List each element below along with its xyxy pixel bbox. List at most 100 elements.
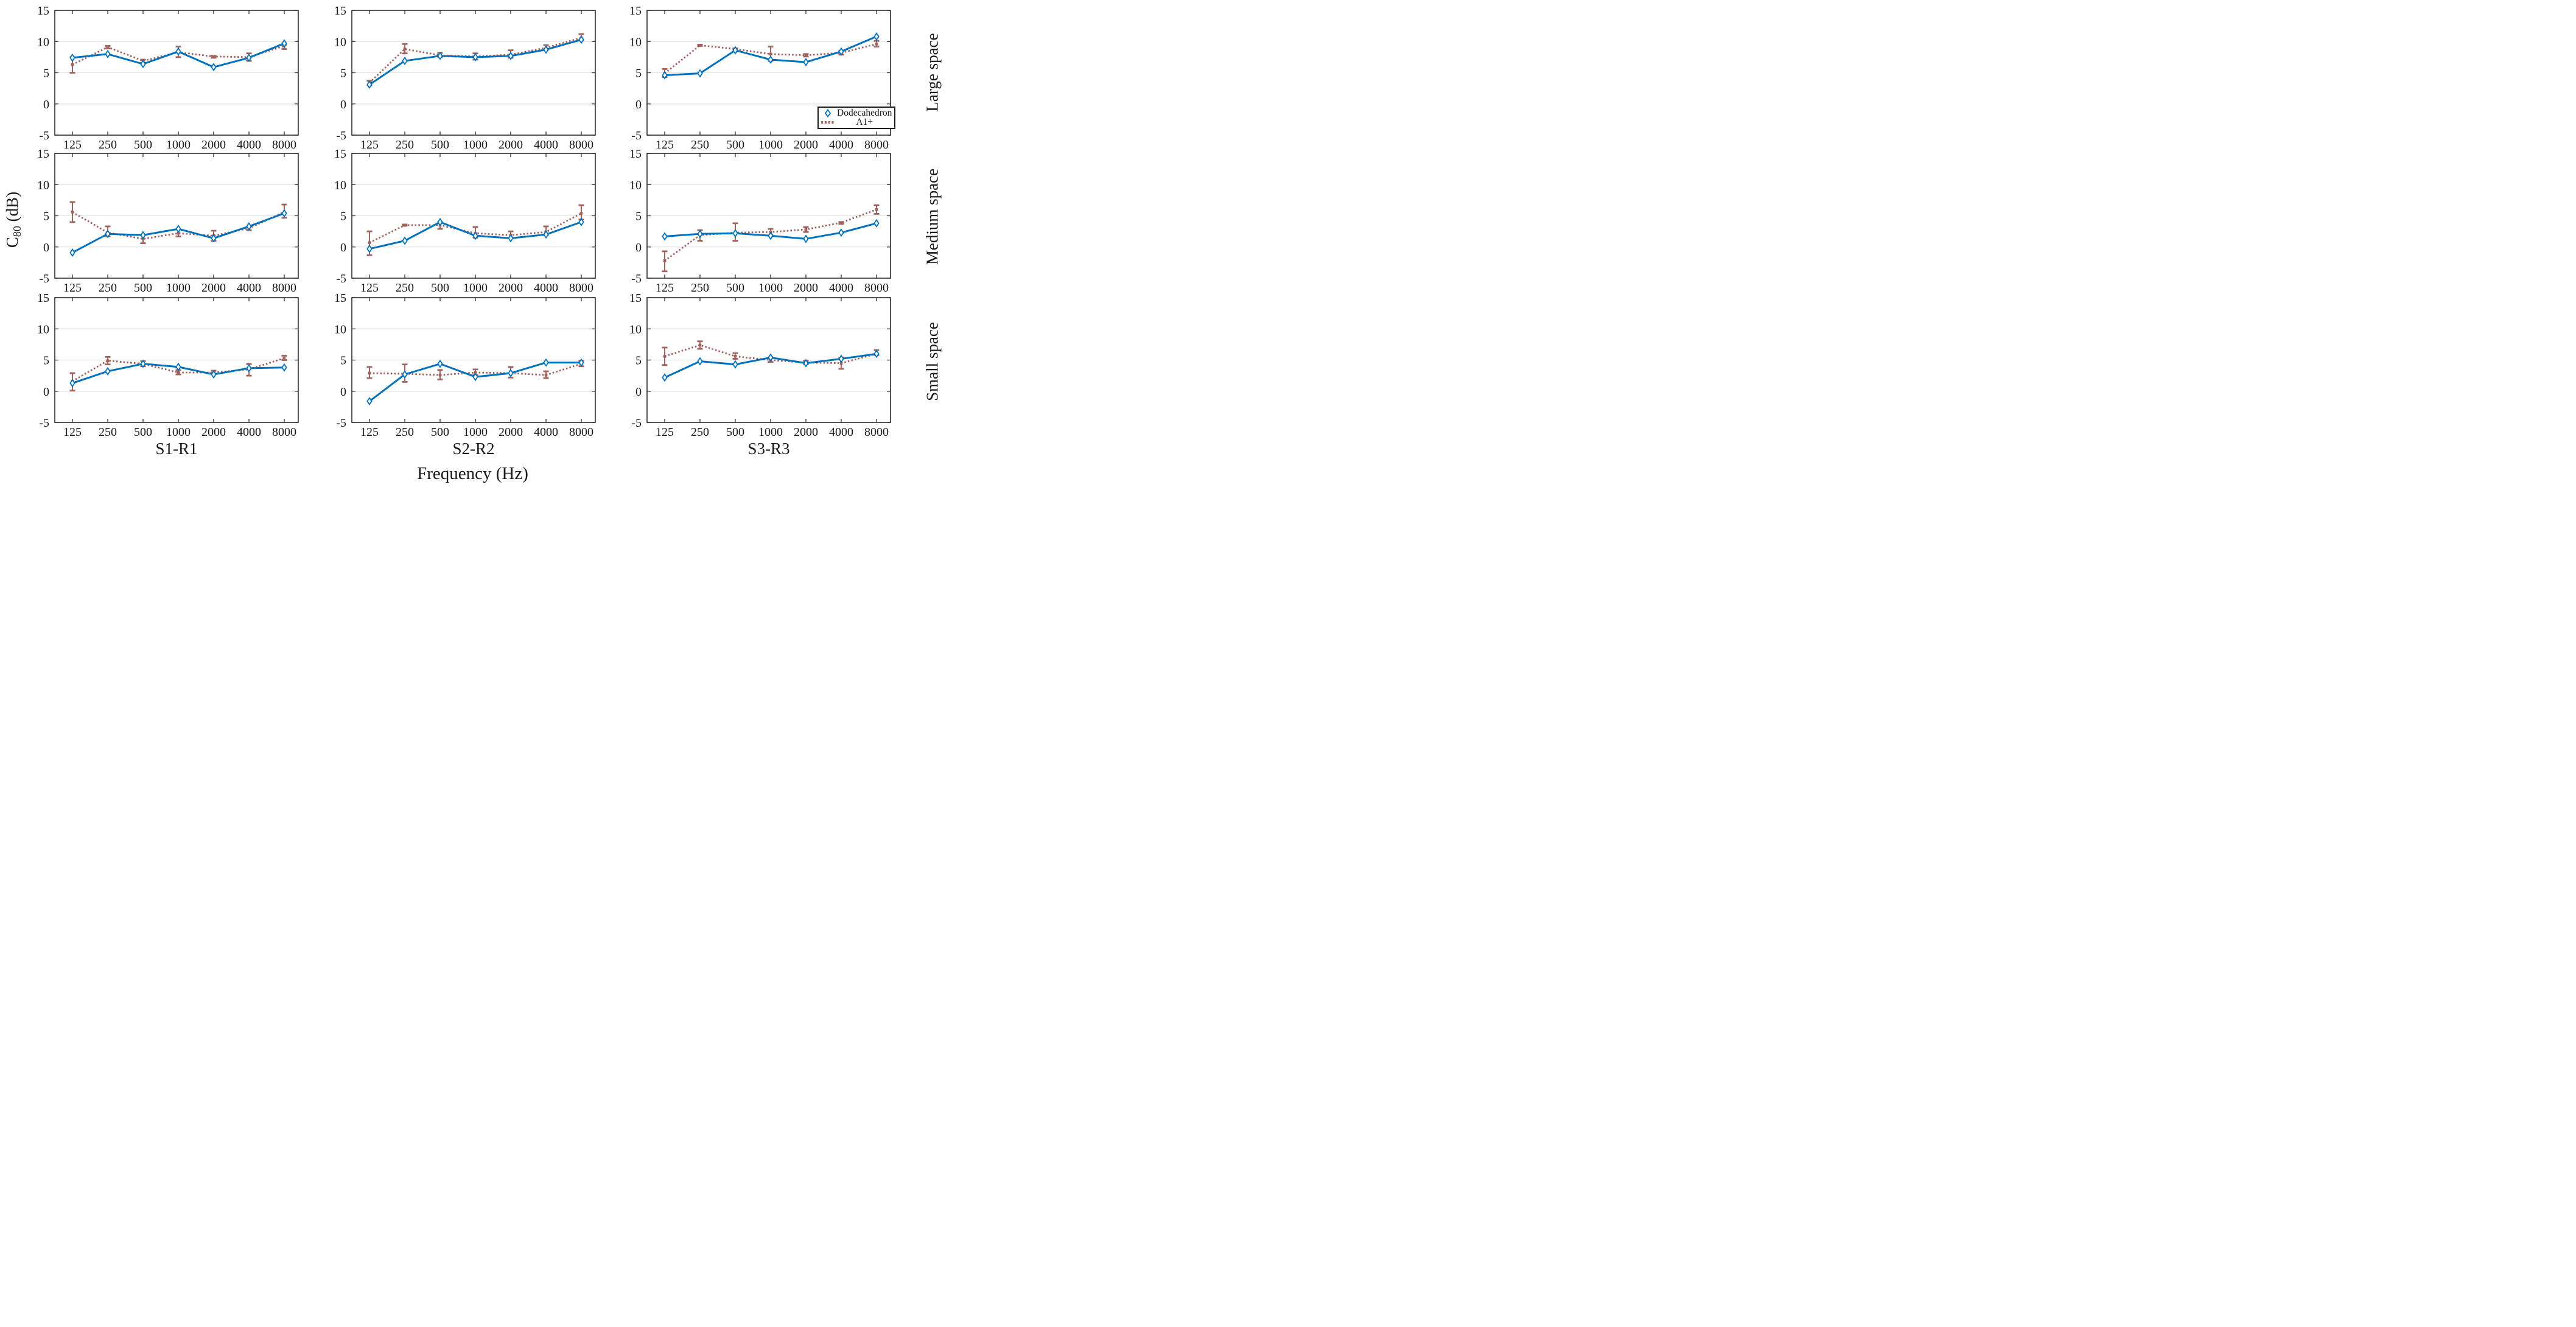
svg-text:-5: -5 [39, 272, 49, 285]
svg-text:15: 15 [334, 292, 346, 305]
svg-text:5: 5 [340, 210, 346, 223]
svg-text:125: 125 [656, 425, 674, 439]
svg-text:10: 10 [629, 178, 642, 192]
svg-text:15: 15 [37, 292, 49, 305]
svg-text:250: 250 [691, 281, 709, 295]
svg-text:-5: -5 [336, 272, 346, 285]
legend-label-a1plus: A1+ [856, 116, 873, 127]
row-label-small-space: Small space [923, 322, 942, 401]
svg-text:10: 10 [334, 323, 346, 336]
svg-text:-5: -5 [39, 416, 49, 430]
y-axis-label-unit: (dB) [3, 191, 21, 226]
subplot-medium-space-s1-r1: 125 250 500 1000 2000 4000 8000 15 10 5 0 -5 [37, 147, 299, 295]
subplot-small-space-s2-r2: 125 250 500 1000 2000 4000 8000 15 10 5 0 -5 [334, 292, 596, 439]
svg-text:8000: 8000 [569, 425, 593, 439]
svg-text:10: 10 [334, 178, 346, 192]
svg-text:15: 15 [37, 147, 49, 161]
svg-text:2000: 2000 [794, 281, 818, 295]
svg-text:-5: -5 [336, 416, 346, 430]
svg-text:2000: 2000 [499, 138, 523, 152]
svg-text:4000: 4000 [237, 281, 261, 295]
svg-text:10: 10 [629, 35, 642, 49]
subplot-medium-space-s2-r2: 125 250 500 1000 2000 4000 8000 15 10 5 0 -5 [334, 147, 596, 295]
svg-text:0: 0 [43, 385, 49, 399]
legend-entry-a1plus: A1+ [821, 117, 892, 127]
y-axis-label-subscript: 80 [11, 226, 23, 237]
svg-text:8000: 8000 [569, 281, 593, 295]
svg-text:-5: -5 [631, 272, 642, 285]
svg-text:15: 15 [334, 147, 346, 161]
col-label-s2-r2: S2-R2 [452, 439, 495, 458]
svg-text:250: 250 [99, 425, 117, 439]
svg-text:500: 500 [134, 425, 152, 439]
svg-text:125: 125 [656, 138, 674, 152]
svg-text:500: 500 [431, 138, 449, 152]
svg-text:8000: 8000 [864, 281, 889, 295]
svg-text:2000: 2000 [499, 281, 523, 295]
svg-text:4000: 4000 [829, 425, 853, 439]
figure-c80-grid: 125 250 500 1000 2000 4000 8000 15 10 5 0 -5 125 250… [0, 0, 954, 492]
svg-text:500: 500 [431, 281, 449, 295]
svg-text:250: 250 [396, 281, 414, 295]
svg-text:5: 5 [43, 67, 49, 80]
svg-text:-5: -5 [39, 129, 49, 142]
svg-text:125: 125 [656, 281, 674, 295]
svg-text:0: 0 [43, 98, 49, 111]
svg-text:125: 125 [360, 425, 379, 439]
legend-label-dodecahedron: Dodecahedron [837, 107, 892, 118]
svg-text:0: 0 [635, 98, 642, 111]
svg-text:2000: 2000 [499, 425, 523, 439]
svg-text:8000: 8000 [272, 281, 296, 295]
svg-text:1000: 1000 [166, 281, 191, 295]
svg-text:4000: 4000 [237, 138, 261, 152]
svg-text:5: 5 [635, 67, 642, 80]
svg-text:8000: 8000 [272, 138, 296, 152]
svg-text:125: 125 [63, 281, 82, 295]
svg-text:15: 15 [629, 292, 642, 305]
svg-text:5: 5 [340, 354, 346, 368]
svg-text:125: 125 [360, 138, 379, 152]
col-label-s3-r3: S3-R3 [747, 439, 790, 458]
svg-text:500: 500 [726, 138, 744, 152]
svg-text:10: 10 [37, 178, 49, 192]
svg-text:250: 250 [99, 281, 117, 295]
svg-text:1000: 1000 [758, 281, 783, 295]
svg-text:15: 15 [629, 4, 642, 18]
svg-text:500: 500 [726, 425, 744, 439]
svg-text:2000: 2000 [201, 425, 226, 439]
svg-text:4000: 4000 [534, 425, 558, 439]
y-axis-label: C80 (dB) [3, 192, 24, 248]
svg-text:5: 5 [43, 210, 49, 223]
svg-text:250: 250 [691, 425, 709, 439]
svg-text:1000: 1000 [758, 138, 783, 152]
svg-text:2000: 2000 [201, 138, 226, 152]
diamond-marker-icon [824, 108, 831, 117]
svg-text:1000: 1000 [463, 425, 488, 439]
subplot-small-space-s3-r3: 125 250 500 1000 2000 4000 8000 15 10 5 0 -5 [629, 292, 891, 439]
svg-text:125: 125 [63, 138, 82, 152]
y-axis-label-base: C [3, 237, 21, 248]
svg-text:4000: 4000 [237, 425, 261, 439]
svg-text:4000: 4000 [534, 138, 558, 152]
svg-text:10: 10 [334, 35, 346, 49]
svg-text:15: 15 [334, 4, 346, 18]
svg-text:250: 250 [396, 138, 414, 152]
svg-text:1000: 1000 [463, 138, 488, 152]
svg-text:0: 0 [43, 241, 49, 254]
col-label-s1-r1: S1-R1 [155, 439, 198, 458]
svg-text:-5: -5 [336, 129, 346, 142]
svg-text:250: 250 [99, 138, 117, 152]
svg-text:0: 0 [635, 241, 642, 254]
svg-text:8000: 8000 [272, 425, 296, 439]
subplot-medium-space-s3-r3: 125 250 500 1000 2000 4000 8000 15 10 5 0 -5 [629, 147, 891, 295]
svg-text:1000: 1000 [758, 425, 783, 439]
svg-text:4000: 4000 [534, 281, 558, 295]
svg-text:2000: 2000 [794, 138, 818, 152]
svg-text:5: 5 [340, 67, 346, 80]
svg-text:0: 0 [635, 385, 642, 399]
svg-text:500: 500 [134, 138, 152, 152]
svg-text:1000: 1000 [463, 281, 488, 295]
svg-text:500: 500 [431, 425, 449, 439]
svg-text:10: 10 [629, 323, 642, 336]
svg-text:10: 10 [37, 35, 49, 49]
